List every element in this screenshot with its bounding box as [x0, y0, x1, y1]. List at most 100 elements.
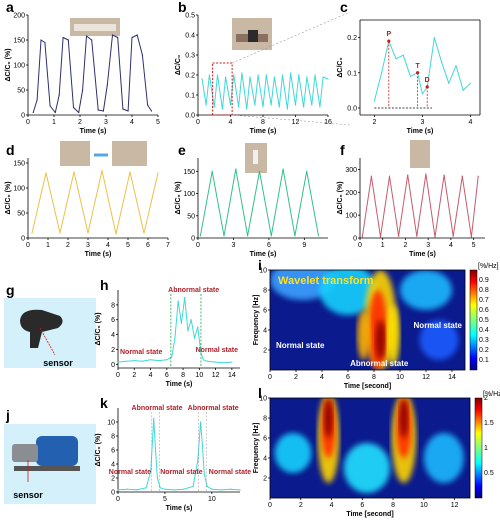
inset-photo-d1-bg: [60, 141, 90, 166]
data-point-k: [159, 487, 161, 489]
x-axis-label-e: Time (s): [250, 251, 277, 258]
y-axis-label-l: Frequency [Hz]: [253, 423, 260, 474]
y-tick-label-b: 0.2: [185, 73, 195, 80]
data-point-h: [197, 326, 199, 328]
data-point-h: [215, 361, 217, 363]
data-point-b: [314, 74, 316, 76]
panel-g: sensor: [4, 298, 96, 368]
chart-c: 2 3 4 0.0 0.1 0.2 Time (s) ΔC/C₀ P TD: [337, 19, 481, 135]
data-point-k: [117, 489, 119, 491]
data-point-c: [455, 65, 457, 67]
x-tick-label-i: 10: [396, 374, 404, 381]
inset-photo-f: [410, 140, 430, 168]
data-point-e: [235, 168, 237, 170]
data-point-b: [303, 106, 305, 108]
y-tick-label-i: 4: [263, 328, 267, 335]
data-point-a: [49, 105, 51, 107]
inset-photo-d2-bg: [112, 141, 147, 166]
data-point-b: [205, 104, 207, 106]
data-point-c: [441, 61, 443, 63]
y-tick-label-k: 2: [111, 476, 115, 483]
x-tick-label-l: 0: [268, 502, 272, 509]
x-tick-label-i: 0: [268, 374, 272, 381]
zoom-connector-top: [232, 11, 351, 64]
y-axis-label-c: ΔC/C₀: [337, 57, 344, 77]
data-point-h: [193, 337, 196, 339]
y-tick-label-b: 0.3: [185, 53, 195, 60]
x-tick-label-h: 14: [228, 372, 236, 379]
x-tick-label-e: 0: [196, 242, 200, 249]
data-point-b: [249, 76, 251, 78]
x-tick-label-l: 8: [391, 502, 395, 509]
data-point-b: [225, 76, 227, 78]
data-point-k: [220, 489, 222, 491]
heatmap-title-i: Wavelet transform: [278, 275, 374, 287]
marker-label-c: T: [415, 63, 420, 70]
marker-dot-c: [425, 85, 429, 89]
y-axis-label-i: Frequency [Hz]: [253, 295, 260, 346]
colorbar-tick-i: 0.5: [479, 317, 489, 324]
data-point-h: [133, 359, 135, 362]
heatmap-blob-i: [270, 270, 335, 300]
data-point-h: [200, 352, 202, 354]
y-tick-label-h: 6: [111, 317, 115, 324]
panel-letter-h: h: [100, 277, 109, 293]
y-axis-label-k: ΔC/C₀ (%): [95, 433, 102, 466]
data-point-k: [136, 489, 138, 491]
y-tick-label-k: 6: [111, 448, 115, 455]
data-point-h: [187, 330, 189, 332]
y-tick-label-l: 4: [263, 456, 267, 463]
data-point-a: [102, 110, 104, 112]
x-tick-label-c: 2: [372, 119, 376, 126]
x-axis-label-d: Time (s): [85, 251, 112, 258]
data-point-h: [223, 362, 225, 364]
data-point-k: [154, 449, 157, 451]
data-point-c: [448, 82, 450, 84]
data-point-e: [211, 170, 213, 172]
data-point-b: [270, 104, 272, 106]
marker-label-c: P: [386, 31, 391, 38]
x-tick-label-h: 6: [165, 372, 169, 379]
x-tick-label-l: 4: [330, 502, 334, 509]
pump-motor-icon: [12, 444, 38, 462]
data-point-k: [206, 485, 208, 487]
data-point-k: [153, 417, 155, 420]
heatmap-frame-l: [269, 397, 471, 499]
data-point-b: [265, 74, 267, 76]
x-tick-label-l: 2: [299, 502, 303, 509]
data-point-k: [230, 488, 232, 490]
colorbar-tick-l: 2: [484, 395, 488, 402]
data-point-f: [361, 236, 363, 238]
x-tick-label-b: 12: [292, 119, 300, 126]
data-point-h: [180, 322, 183, 325]
data-point-a: [62, 36, 64, 39]
data-point-f: [416, 235, 418, 237]
y-tick-label-d: 0: [21, 236, 25, 243]
x-tick-label-a: 1: [52, 119, 56, 126]
data-point-b: [208, 74, 210, 76]
x-tick-label-a: 5: [156, 119, 160, 126]
x-axis-label-k: Time (s): [166, 505, 193, 512]
hair-dryer-icon: [20, 309, 63, 348]
heatmap-blob-l: [323, 398, 334, 438]
x-tick-label-d: 3: [86, 242, 90, 249]
annotation-k-normal-3: Normal state: [209, 469, 252, 476]
annotation-k-normal-2: Normal state: [160, 469, 203, 476]
y-tick-label-f: 200: [345, 190, 357, 197]
heatmap-body-i: [270, 270, 459, 370]
data-point-b: [322, 76, 324, 78]
data-point-f: [370, 175, 372, 177]
data-point-e: [294, 235, 296, 237]
data-point-b: [311, 104, 313, 106]
data-point-a: [44, 41, 46, 44]
data-point-a: [58, 94, 60, 96]
data-point-f: [461, 175, 463, 177]
heatmap-blob-i: [400, 270, 452, 310]
y-axis-label-f: ΔC/C₀ (%): [337, 181, 344, 214]
colorbar-label-i: [%/Hz]: [478, 263, 499, 270]
y-axis-label-b: ΔC/C₀: [175, 55, 182, 75]
data-point-b: [213, 106, 215, 108]
